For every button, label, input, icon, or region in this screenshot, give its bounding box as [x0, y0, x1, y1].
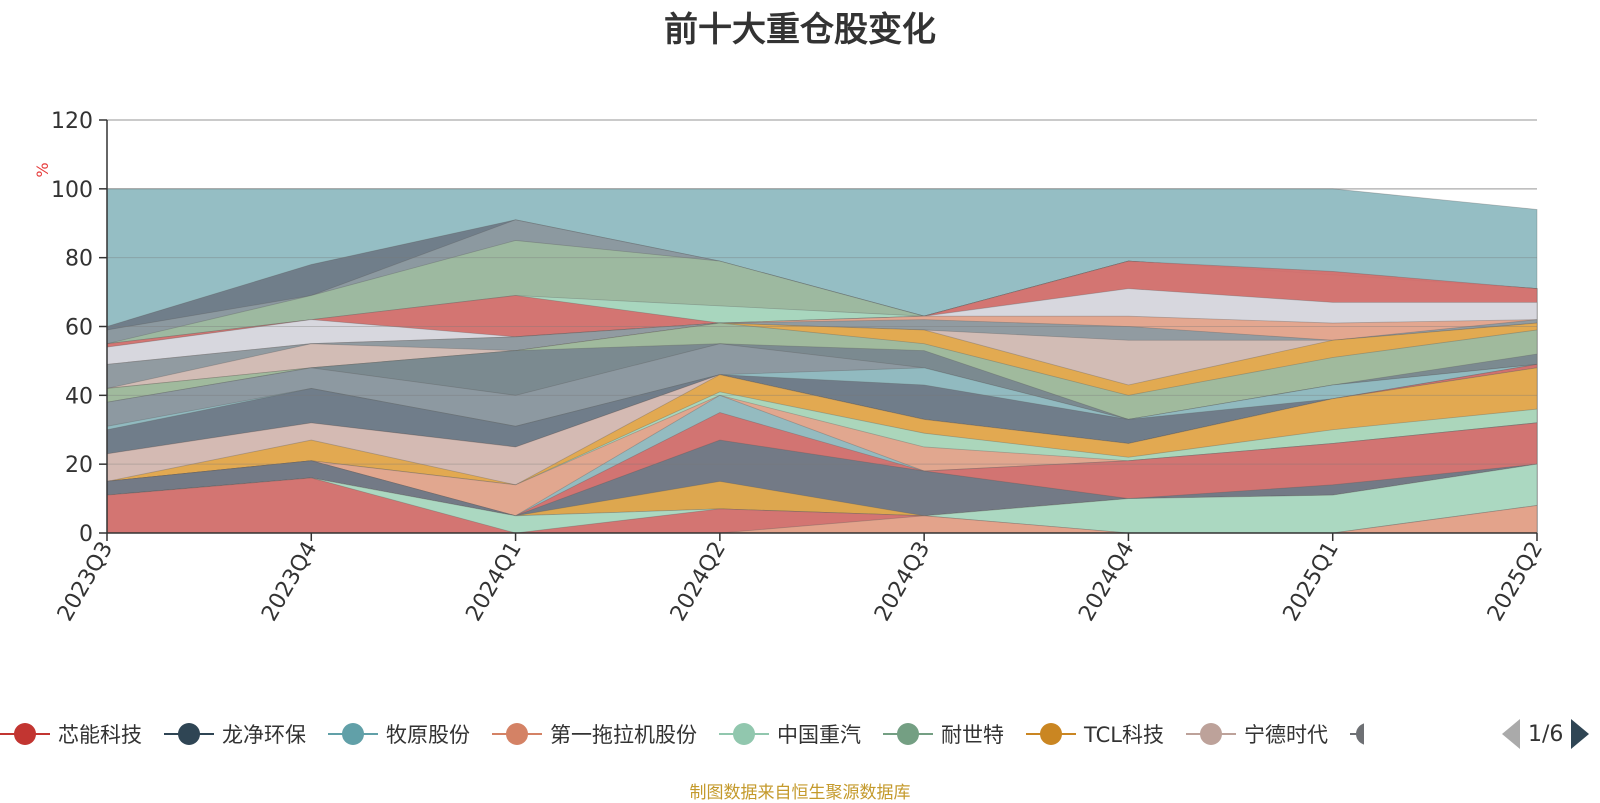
legend-marker-icon — [0, 723, 50, 745]
legend-marker-icon — [883, 723, 933, 745]
x-tick-label-2023Q4: 2023Q4 — [257, 538, 322, 626]
legend-marker-icon — [1026, 723, 1076, 745]
legend-item-0[interactable]: 芯能科技 — [0, 719, 142, 749]
legend-label: 宁德时代 — [1243, 723, 1328, 747]
y-tick-label-120: 120 — [51, 109, 93, 134]
chart-legend: 芯能科技 龙净环保 牧原股份 第一拖拉机股份 中国重汽 耐世特 TCL科技 宁德时代 — [0, 714, 1364, 754]
legend-label: 中国重汽 — [777, 723, 861, 747]
x-tick-label-2023Q3: 2023Q3 — [53, 538, 118, 626]
legend-item-3[interactable]: 第一拖拉机股份 — [492, 719, 697, 749]
legend-item-5[interactable]: 耐世特 — [883, 719, 1004, 749]
legend-overflow-marker-icon — [1349, 723, 1364, 745]
x-tick-label-2024Q1: 2024Q1 — [461, 538, 526, 626]
next-page-icon[interactable] — [1571, 719, 1590, 749]
legend-item-2[interactable]: 牧原股份 — [328, 719, 470, 749]
legend-item-7[interactable]: 宁德时代 — [1185, 719, 1328, 749]
legend-label: 第一拖拉机股份 — [550, 723, 697, 747]
y-tick-label-100: 100 — [51, 178, 93, 203]
data-source-note: 制图数据来自恒生聚源数据库 — [689, 783, 911, 803]
chart-title: 前十大重仓股变化 — [664, 10, 936, 50]
x-tick-label-2024Q4: 2024Q4 — [1074, 538, 1139, 626]
y-tick-label-40: 40 — [65, 384, 93, 409]
legend-marker-icon — [328, 723, 378, 745]
legend-pager: 1/6 — [1502, 719, 1590, 749]
legend-marker-icon — [1185, 723, 1236, 745]
legend-marker-icon — [719, 723, 769, 745]
prev-page-icon[interactable] — [1502, 719, 1520, 749]
x-tick-label-2024Q3: 2024Q3 — [870, 538, 935, 626]
y-axis-label: % — [33, 162, 52, 177]
legend-marker-icon — [492, 723, 542, 745]
legend-label: 牧原股份 — [386, 723, 470, 747]
y-tick-label-60: 60 — [65, 316, 93, 341]
legend-item-6[interactable]: TCL科技 — [1026, 719, 1164, 749]
y-tick-label-0: 0 — [79, 522, 93, 547]
x-tick-label-2025Q1: 2025Q1 — [1279, 538, 1344, 626]
legend-label: 耐世特 — [941, 723, 1004, 747]
y-tick-label-20: 20 — [65, 453, 93, 478]
legend-item-4[interactable]: 中国重汽 — [719, 719, 861, 749]
x-tick-label-2024Q2: 2024Q2 — [666, 538, 731, 626]
x-tick-label-2025Q2: 2025Q2 — [1483, 538, 1548, 626]
y-tick-label-80: 80 — [65, 247, 93, 272]
legend-marker-icon — [164, 723, 214, 745]
legend-label: 龙净环保 — [222, 723, 306, 747]
legend-item-1[interactable]: 龙净环保 — [164, 719, 306, 749]
legend-page-indicator: 1/6 — [1528, 721, 1564, 747]
legend-label: 芯能科技 — [58, 723, 142, 747]
legend-label: TCL科技 — [1084, 723, 1164, 747]
